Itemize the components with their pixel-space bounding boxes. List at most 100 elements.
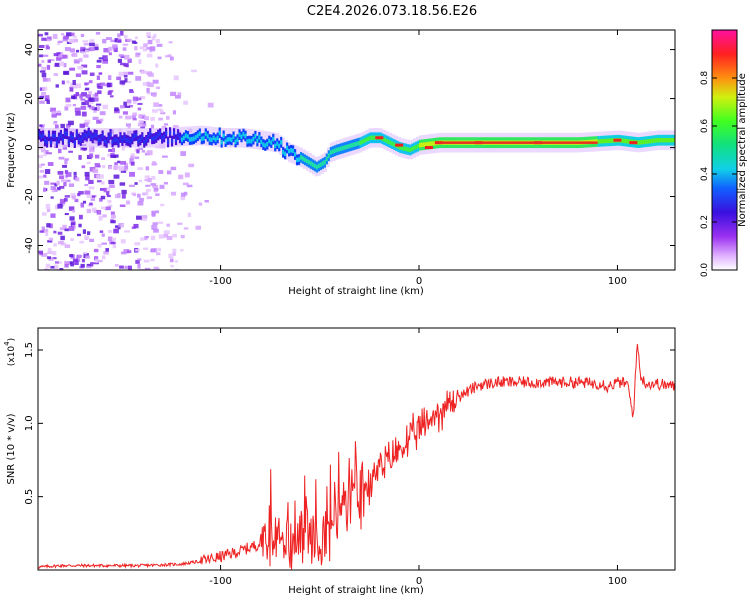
ridge-core: [417, 143, 420, 149]
noise-cell: [78, 155, 82, 160]
ridge-core: [288, 148, 291, 154]
noise-cell: [127, 125, 131, 129]
noise-cell: [117, 58, 122, 63]
ridge-core: [373, 135, 376, 140]
noise-cell: [63, 35, 69, 40]
noise-cell: [156, 43, 163, 47]
ridge-core: [290, 148, 293, 153]
noise-cell: [169, 56, 174, 61]
ridge-core: [349, 143, 352, 148]
ridge-core: [627, 139, 630, 144]
noise-cell: [113, 174, 120, 179]
noise-cell: [47, 247, 52, 253]
noise-cell: [101, 242, 107, 245]
noise-cell: [136, 215, 142, 220]
noise-cell: [94, 154, 100, 159]
noise-cell: [158, 117, 163, 121]
noise-cell: [127, 58, 132, 63]
ridge-core: [99, 137, 102, 142]
noise-cell: [66, 32, 72, 37]
noise-cell: [67, 120, 74, 126]
ridge-core: [188, 137, 192, 142]
ridge-core: [387, 139, 390, 144]
noise-cell: [125, 63, 129, 68]
noise-cell: [116, 76, 122, 81]
noise-cell: [152, 184, 158, 188]
ridge-hotspot: [375, 136, 384, 140]
ridge-core: [643, 139, 646, 145]
noise-cell: [166, 236, 173, 241]
noise-cell: [102, 58, 108, 61]
noise-cell: [80, 48, 84, 53]
noise-cell: [63, 70, 70, 75]
noise-cell: [101, 165, 106, 169]
ridge-core: [250, 139, 253, 144]
noise-cell: [89, 72, 95, 77]
ridge-core: [149, 131, 152, 136]
noise-cell: [40, 125, 44, 130]
ridge-core: [87, 130, 90, 136]
noise-cell: [95, 103, 102, 106]
noise-cell: [62, 224, 67, 229]
noise-cell: [76, 49, 80, 53]
spectrogram-y-tick-label: 20: [24, 92, 35, 105]
noise-cell: [54, 264, 59, 270]
noise-cell: [166, 170, 172, 175]
noise-cell: [124, 265, 130, 269]
noise-cell: [114, 38, 119, 43]
noise-cell: [90, 46, 95, 52]
noise-cell: [145, 166, 150, 171]
ridge-core: [196, 133, 199, 138]
noise-cell: [141, 217, 148, 221]
noise-cell: [64, 170, 69, 174]
ridge-core: [297, 157, 301, 162]
ridge-core: [161, 136, 164, 141]
noise-cell: [95, 258, 99, 263]
ridge-core: [299, 155, 303, 160]
noise-cell: [70, 193, 76, 198]
ridge-core: [186, 134, 190, 139]
noise-cell: [71, 195, 77, 200]
noise-cell: [146, 32, 151, 37]
noise-cell: [46, 208, 51, 213]
noise-cell: [63, 182, 67, 187]
noise-cell: [50, 196, 54, 199]
noise-cell: [144, 175, 150, 179]
noise-cell: [155, 193, 160, 196]
noise-cell: [64, 263, 69, 268]
noise-cell: [106, 82, 111, 88]
noise-cell: [41, 72, 47, 78]
noise-cell: [83, 122, 89, 127]
noise-cell: [64, 47, 71, 52]
noise-cell: [146, 81, 150, 87]
ridge-core: [81, 135, 84, 140]
ridge-core: [649, 138, 652, 144]
noise-cell: [83, 42, 89, 46]
noise-cell: [77, 65, 84, 70]
noise-cell: [64, 195, 70, 198]
noise-cell: [102, 255, 106, 260]
noise-cell: [140, 237, 144, 241]
noise-cell: [136, 149, 140, 154]
ridge-hotspot: [395, 143, 404, 147]
noise-cell: [118, 40, 122, 43]
ridge-core: [385, 138, 388, 143]
noise-cell: [102, 38, 107, 44]
noise-cell: [95, 32, 101, 35]
noise-cell: [81, 111, 87, 117]
noise-cell: [96, 174, 101, 180]
spectrogram-heatmap: [38, 30, 675, 270]
ridge-core: [357, 141, 360, 146]
ridge-core: [180, 137, 184, 142]
noise-cell: [108, 89, 114, 93]
noise-cell: [62, 54, 68, 59]
noise-cell: [188, 163, 195, 168]
ridge-core: [51, 133, 55, 139]
noise-cell: [64, 212, 69, 216]
noise-cell: [118, 115, 123, 119]
noise-cell: [160, 203, 165, 207]
ridge-core: [603, 138, 606, 144]
noise-cell: [147, 39, 153, 45]
noise-cell: [97, 243, 102, 248]
noise-cell: [58, 156, 65, 160]
